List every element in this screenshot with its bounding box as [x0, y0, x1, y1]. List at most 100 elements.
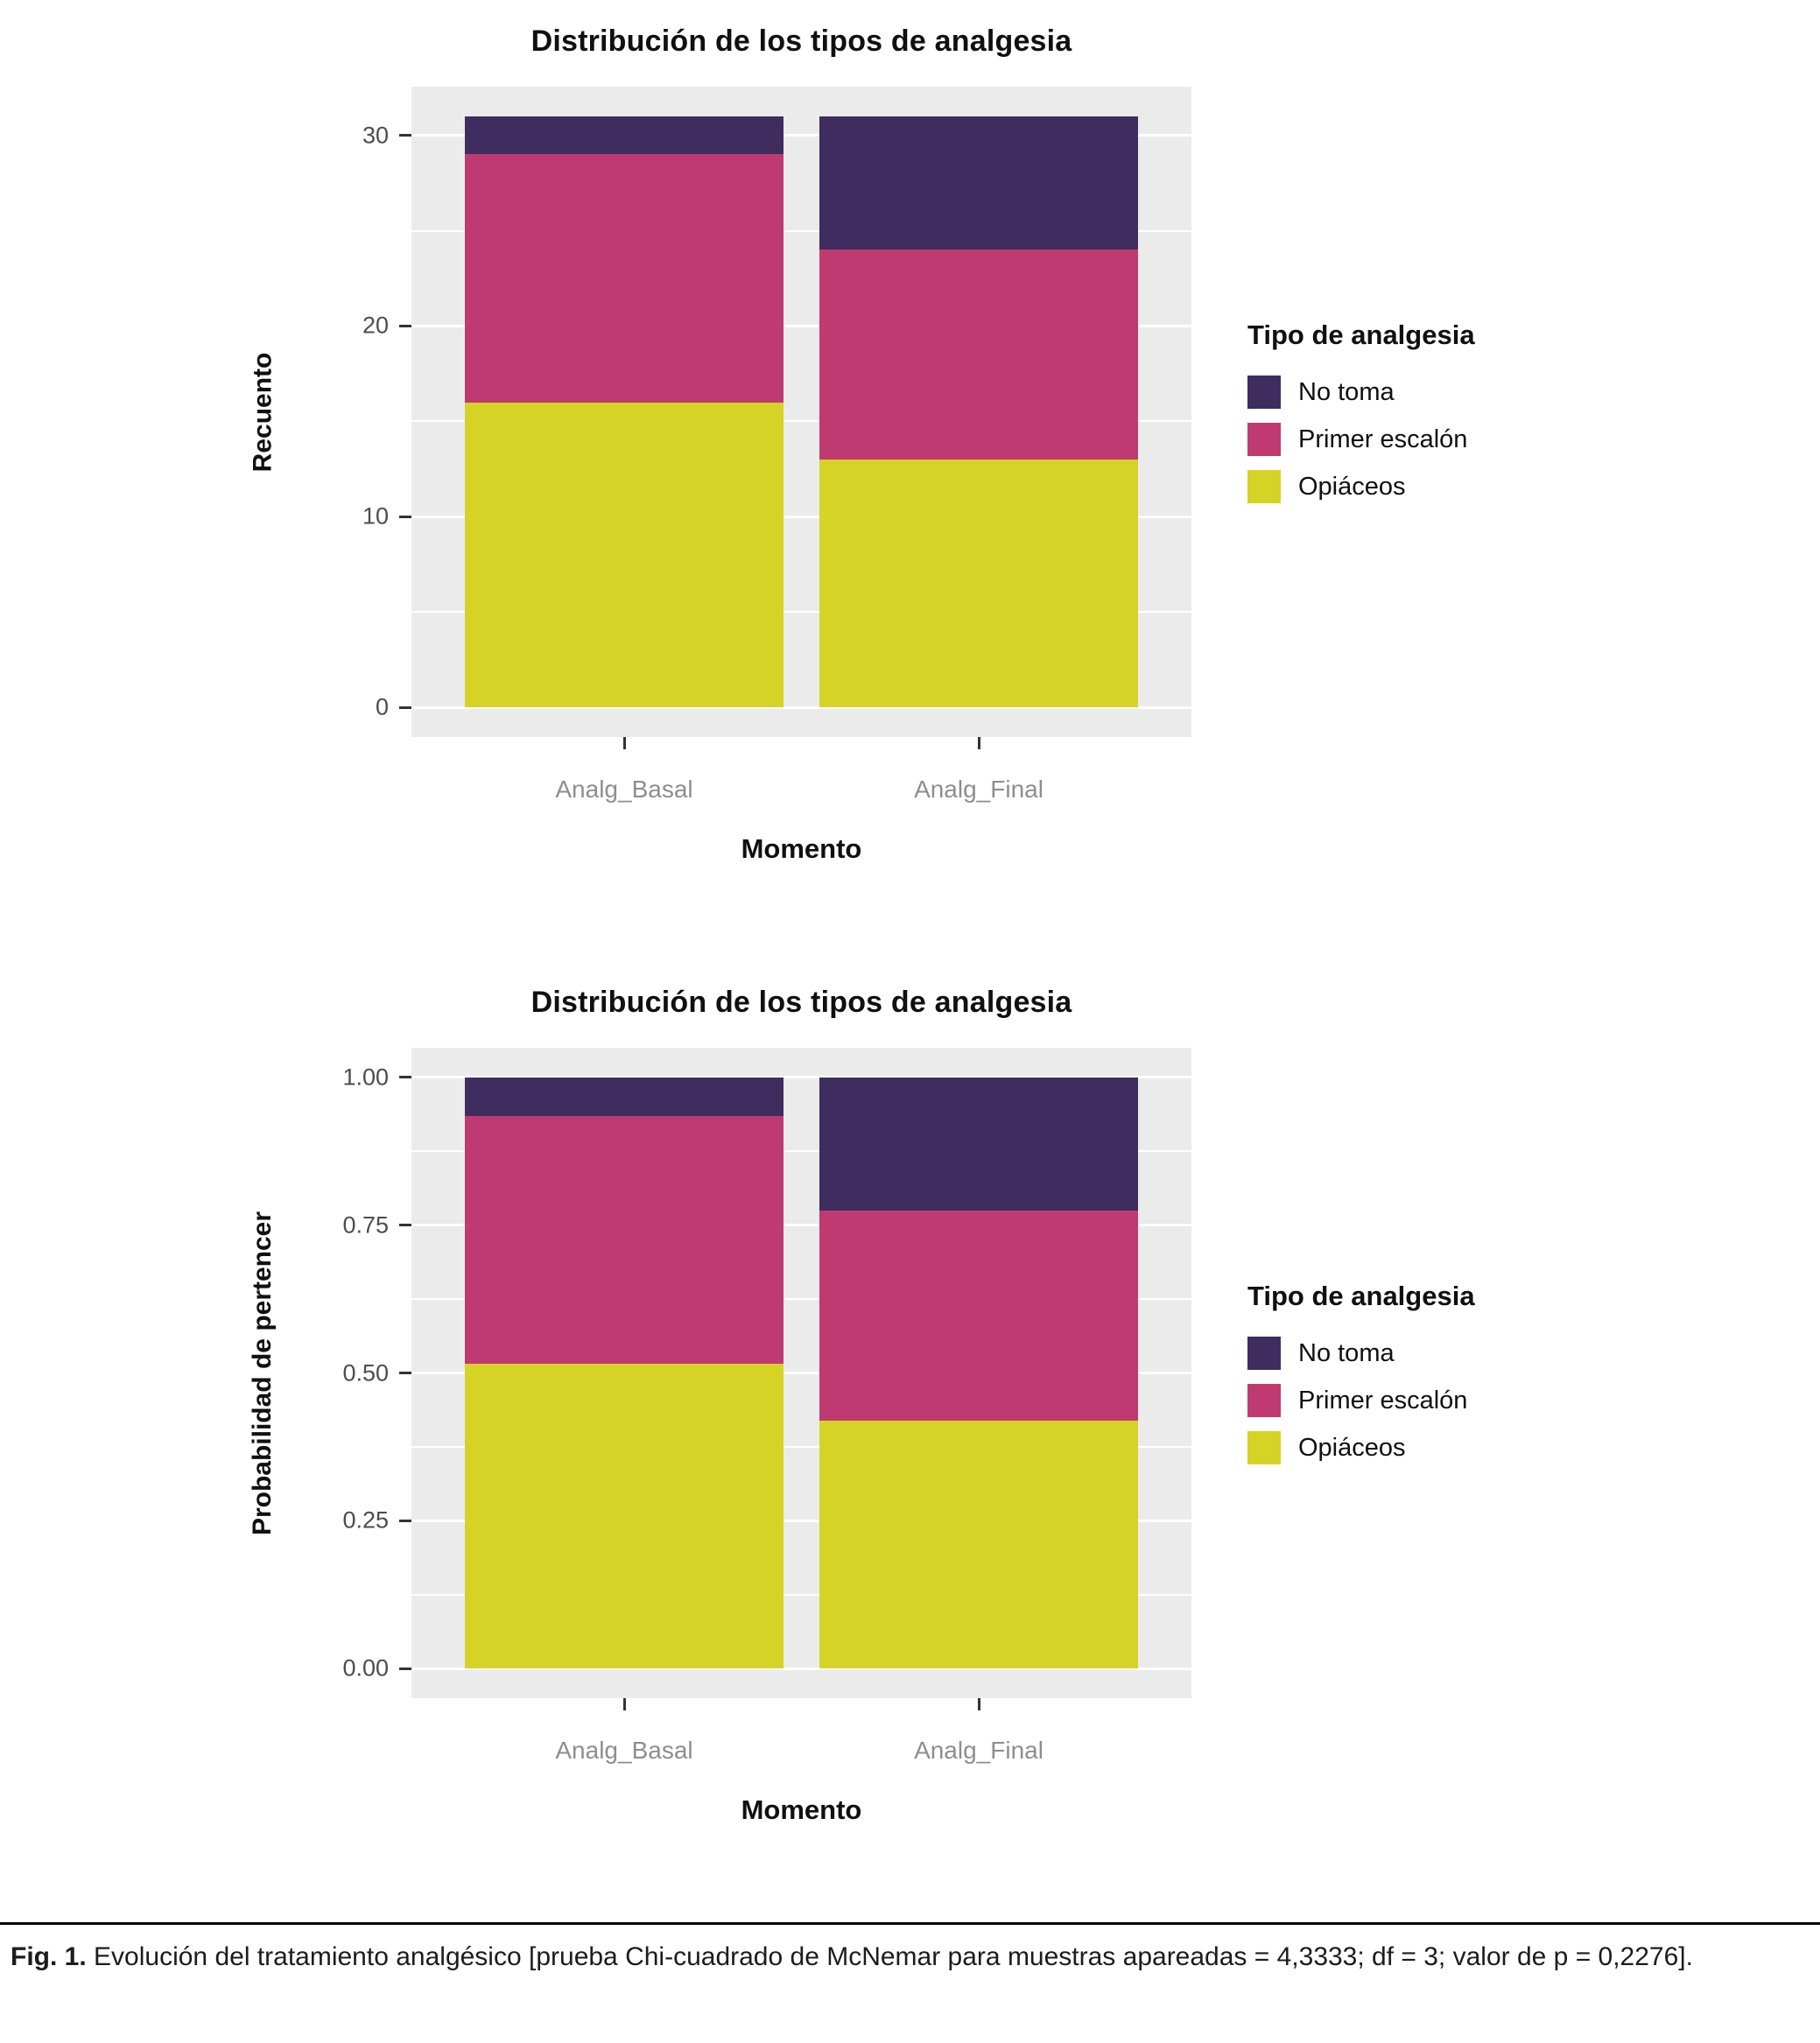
legend: Tipo de analgesia No toma Primer escalón O… — [1247, 319, 1475, 517]
y-tick-label: 1.00 — [342, 1064, 389, 1091]
y-tick-mark — [399, 324, 411, 327]
gridline-major — [411, 515, 1191, 518]
legend-swatch-no-toma — [1247, 376, 1281, 409]
y-axis-title-column: Recuento — [232, 87, 293, 737]
gridline-minor — [411, 1150, 1191, 1153]
x-tick-label: Analg_Basal — [555, 1737, 693, 1764]
bar-segment-opia-ceos — [464, 1363, 784, 1669]
stacked-bar-analg-final — [819, 1048, 1139, 1698]
gridline-minor — [411, 1593, 1191, 1596]
bar-segment-primer-escalo-n — [464, 154, 784, 403]
y-tick-mark — [399, 134, 411, 137]
bar-segment-no-toma — [819, 1077, 1139, 1211]
y-tick-label: 0.50 — [342, 1359, 389, 1386]
chart-title: Distribución de los tipos de analgesia — [531, 25, 1072, 58]
x-tick-label: Analg_Basal — [555, 776, 693, 803]
legend-label: Primer escalón — [1298, 425, 1468, 453]
plot-panel — [411, 1048, 1191, 1698]
x-axis: Analg_Basal Analg_Final — [411, 1698, 1191, 1789]
legend-swatch-opia-ceos — [1247, 470, 1281, 503]
bar-segment-no-toma — [464, 116, 784, 155]
legend-label: Opiáceos — [1298, 472, 1406, 501]
y-tick-mark — [399, 1224, 411, 1227]
gridline-minor — [411, 420, 1191, 423]
legend: Tipo de analgesia No toma Primer escalón O… — [1247, 1281, 1475, 1478]
y-tick-label: 0 — [375, 693, 389, 720]
legend-item-no-toma: No toma — [1247, 376, 1475, 409]
chart-title: Distribución de los tipos de analgesia — [531, 986, 1072, 1019]
legend-label: No toma — [1298, 377, 1395, 406]
gridline-major — [411, 1667, 1191, 1670]
y-axis-title: Probabilidad de pertencer — [248, 1211, 277, 1535]
x-axis-title: Momento — [741, 1794, 862, 1825]
plot-panel — [411, 87, 1191, 737]
y-axis: 0 10 20 30 — [293, 87, 411, 737]
x-axis-title: Momento — [741, 833, 862, 864]
bar-segment-primer-escalo-n — [819, 1211, 1139, 1422]
chart-body: Probabilidad de pertencer 0.00 0.25 0.50 0.… — [232, 1048, 1820, 1826]
gridline-major — [411, 1224, 1191, 1227]
stacked-bar-analg-basal — [464, 87, 784, 737]
gridline-major — [411, 1076, 1191, 1079]
y-tick-label: 30 — [362, 122, 389, 149]
x-tick-label: Analg_Final — [914, 1737, 1044, 1764]
x-tick-mark — [977, 1698, 980, 1710]
y-tick-label: 0.75 — [342, 1211, 389, 1239]
caption-label: Fig. 1. — [11, 1942, 87, 1971]
stacked-bar-analg-basal — [464, 1048, 784, 1698]
y-tick-mark — [399, 1372, 411, 1374]
chart-counts: Distribución de los tipos de analgesia R… — [0, 0, 1820, 865]
y-axis-title: Recuento — [248, 352, 277, 472]
y-tick-mark — [399, 515, 411, 518]
legend-item-no-toma: No toma — [1247, 1337, 1475, 1370]
chart-probabilities: Distribución de los tipos de analgesia P… — [0, 865, 1820, 1826]
gridline-major — [411, 1372, 1191, 1374]
chart-body: Recuento 0 10 20 30 Analg_Basal Analg_Final … — [232, 87, 1820, 865]
plot-column: Analg_Basal Analg_Final Momento — [411, 87, 1191, 865]
y-axis-title-column: Probabilidad de pertencer — [232, 1048, 293, 1698]
y-tick-label: 20 — [362, 312, 389, 339]
legend-item-primer-escalo-n: Primer escalón — [1247, 423, 1475, 456]
x-tick-label: Analg_Final — [914, 776, 1044, 803]
bar-segment-opia-ceos — [819, 459, 1139, 708]
gridline-major — [411, 1519, 1191, 1522]
y-axis: 0.00 0.25 0.50 0.75 1.00 — [293, 1048, 411, 1698]
legend-item-opia-ceos: Opiáceos — [1247, 470, 1475, 503]
bar-segment-opia-ceos — [819, 1421, 1139, 1669]
bar-segment-no-toma — [819, 116, 1139, 250]
x-tick-mark — [622, 737, 626, 749]
legend-title: Tipo de analgesia — [1247, 1281, 1475, 1311]
bar-segment-opia-ceos — [464, 402, 784, 708]
caption-text: Evolución del tratamiento analgésico [pr… — [94, 1942, 1693, 1971]
y-tick-label: 0.25 — [342, 1506, 389, 1534]
gridline-minor — [411, 611, 1191, 614]
y-tick-mark — [399, 1519, 411, 1522]
legend-title: Tipo de analgesia — [1247, 319, 1475, 350]
legend-swatch-no-toma — [1247, 1337, 1281, 1370]
y-tick-label: 0.00 — [342, 1654, 389, 1681]
gridline-major — [411, 134, 1191, 137]
gridline-minor — [411, 1445, 1191, 1448]
legend-swatch-primer-escalo-n — [1247, 1384, 1281, 1417]
bar-segment-primer-escalo-n — [819, 249, 1139, 460]
legend-swatch-primer-escalo-n — [1247, 423, 1281, 456]
legend-label: No toma — [1298, 1338, 1395, 1367]
legend-item-primer-escalo-n: Primer escalón — [1247, 1384, 1475, 1417]
figure-caption: Fig. 1. Evolución del tratamiento analgé… — [0, 1922, 1820, 1975]
y-tick-mark — [399, 1667, 411, 1670]
bar-segment-primer-escalo-n — [464, 1115, 784, 1364]
y-tick-mark — [399, 1076, 411, 1079]
legend-label: Primer escalón — [1298, 1386, 1468, 1415]
bar-segment-no-toma — [464, 1077, 784, 1116]
y-tick-label: 10 — [362, 502, 389, 530]
y-tick-mark — [399, 706, 411, 709]
legend-swatch-opia-ceos — [1247, 1431, 1281, 1464]
x-tick-mark — [622, 1698, 626, 1710]
gridline-major — [411, 706, 1191, 709]
legend-item-opia-ceos: Opiáceos — [1247, 1431, 1475, 1464]
stacked-bar-analg-final — [819, 87, 1139, 737]
gridline-major — [411, 324, 1191, 327]
gridline-minor — [411, 229, 1191, 232]
x-axis: Analg_Basal Analg_Final — [411, 737, 1191, 828]
